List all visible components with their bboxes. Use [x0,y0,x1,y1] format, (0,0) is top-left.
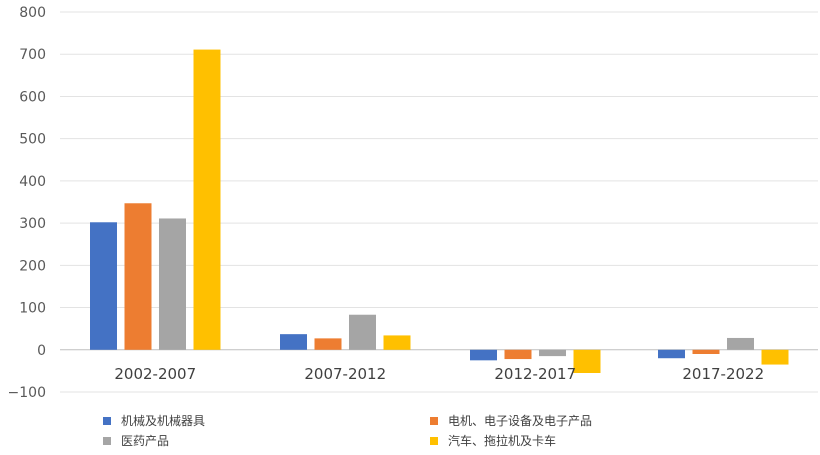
y-tick-label: 200 [19,258,46,274]
bar [124,203,152,350]
bar [193,49,221,350]
y-tick-label: −100 [8,385,46,400]
legend-swatch-0 [103,416,111,425]
y-tick-label: 400 [19,174,46,190]
legend-item-1: 电机、电子设备及电子产品 [430,412,592,429]
x-tick-label: 2002-2007 [114,365,196,383]
y-tick-label: 700 [19,47,46,63]
legend-label-2: 医药产品 [121,434,170,448]
bar [314,338,342,350]
bar [349,314,376,350]
legend-item-2: 医药产品 [103,432,169,449]
bar [504,349,532,360]
x-axis-labels: 2002-2007 2007-2012 2012-2017 2017-2022 [114,365,764,383]
bar [470,349,497,361]
x-tick-label: 2012-2017 [494,365,576,383]
bar [692,349,720,354]
bar [761,349,789,365]
bar [159,218,186,350]
legend-label-1: 电机、电子设备及电子产品 [448,414,593,428]
legend-item-3: 汽车、拖拉机及卡车 [430,432,556,449]
x-tick-label: 2017-2022 [682,365,764,383]
y-axis-ticks: 800 700 600 500 400 300 200 100 0 −100 [8,5,46,400]
legend-label-3: 汽车、拖拉机及卡车 [448,434,557,448]
bar [383,335,411,350]
y-tick-label: 100 [19,301,46,317]
legend-item-0: 机械及机械器具 [103,412,205,429]
bar [573,349,601,373]
y-tick-label: 800 [19,5,46,21]
bar [727,337,754,350]
legend-swatch-1 [430,416,438,425]
bar [539,349,566,357]
y-tick-label: 600 [19,89,46,105]
y-tick-label: 300 [19,216,46,232]
gridlines [60,11,818,393]
bar [280,334,307,350]
y-tick-label: 500 [19,132,46,148]
bar [658,349,685,359]
bars [90,49,789,373]
legend-swatch-2 [103,436,111,445]
bar [90,222,117,350]
x-tick-label: 2007-2012 [304,365,386,383]
legend-label-0: 机械及机械器具 [121,414,206,428]
legend: 机械及机械器具 电机、电子设备及电子产品 医药产品 汽车、拖拉机及卡车 [0,400,820,455]
legend-swatch-3 [430,436,438,445]
y-tick-label: 0 [37,343,46,359]
